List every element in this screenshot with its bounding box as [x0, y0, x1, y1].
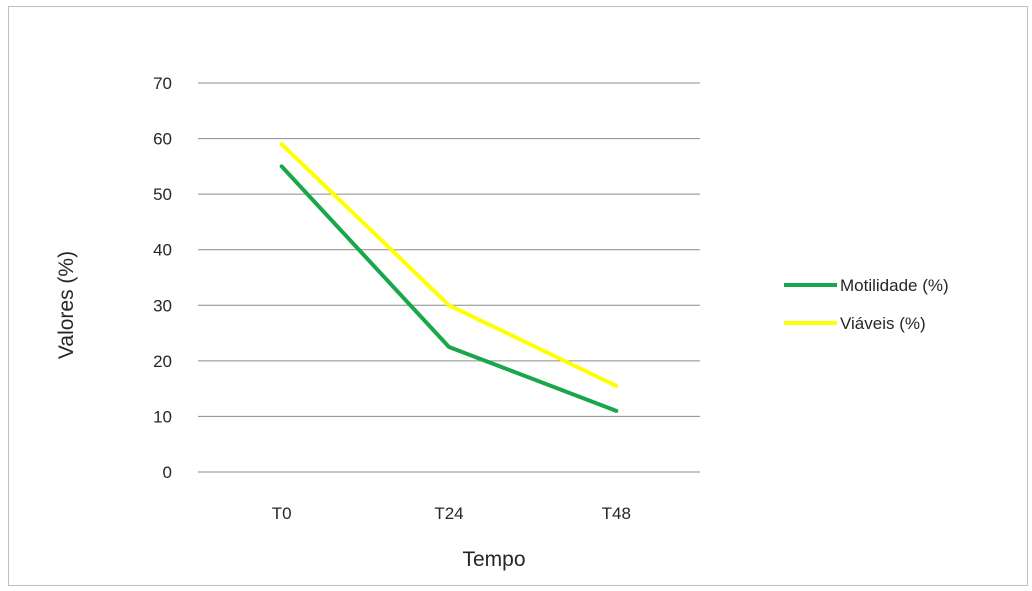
- x-tick-label: T0: [272, 504, 292, 523]
- y-tick-label: 70: [153, 74, 172, 93]
- x-axis-ticks: T0 T24 T48: [272, 504, 631, 523]
- gridlines: [198, 82, 700, 473]
- series-lines: [279, 142, 619, 413]
- y-tick-label: 10: [153, 407, 172, 426]
- legend-label: Motilidade (%): [840, 276, 949, 295]
- x-axis-title: Tempo: [462, 548, 525, 571]
- y-tick-label: 30: [153, 296, 172, 315]
- legend: Motilidade (%) Viáveis (%): [784, 276, 949, 333]
- x-tick-label: T48: [602, 504, 631, 523]
- y-tick-label: 20: [153, 352, 172, 371]
- y-tick-label: 60: [153, 130, 172, 149]
- y-axis-title: Valores (%): [55, 251, 78, 359]
- y-tick-label: 40: [153, 241, 172, 260]
- legend-label: Viáveis (%): [840, 314, 926, 333]
- chart-area: [8, 6, 1028, 586]
- x-tick-label: T24: [434, 504, 463, 523]
- series-line-1: [279, 142, 619, 388]
- series-line-0: [279, 164, 619, 413]
- y-axis-ticks: 0 10 20 30 40 50 60 70: [153, 74, 172, 482]
- y-tick-label: 0: [163, 463, 172, 482]
- y-tick-label: 50: [153, 185, 172, 204]
